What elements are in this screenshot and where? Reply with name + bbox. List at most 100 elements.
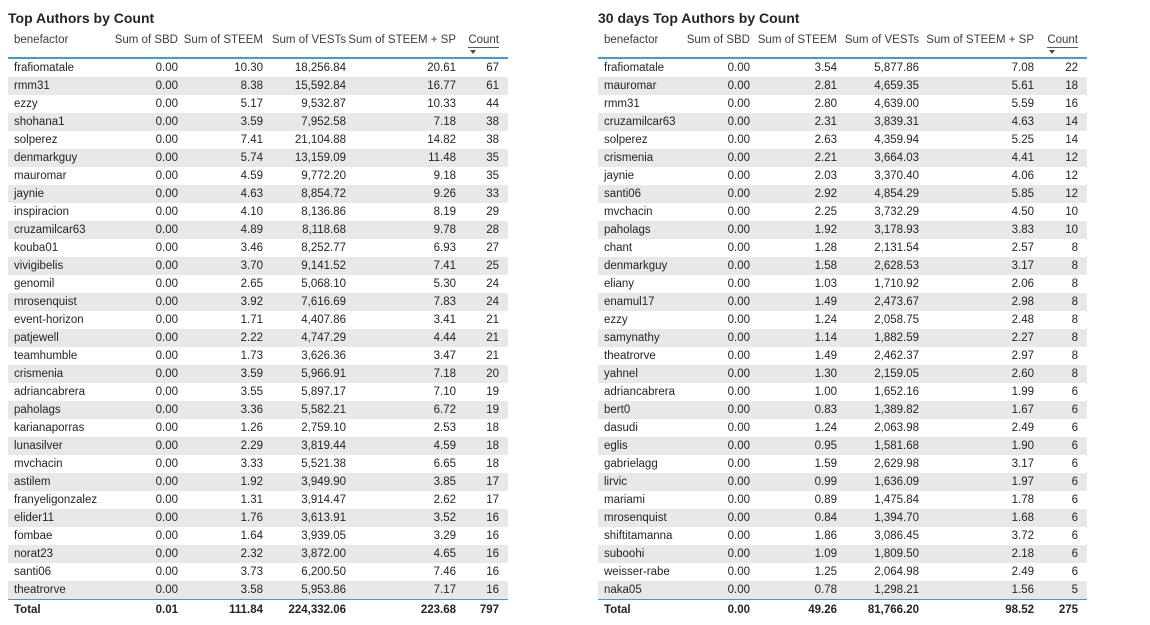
- table-row[interactable]: mariami 0.00 0.89 1,475.84 1.78 6: [598, 491, 1087, 509]
- table-row[interactable]: frafiomatale 0.00 3.54 5,877.86 7.08 22: [598, 58, 1087, 77]
- cell-count: 38: [458, 113, 508, 131]
- table-row[interactable]: santi06 0.00 2.92 4,854.29 5.85 12: [598, 185, 1087, 203]
- table-row[interactable]: paholags 0.00 3.36 5,582.21 6.72 19: [8, 401, 508, 419]
- column-header-benefactor[interactable]: benefactor: [8, 32, 112, 59]
- table-row[interactable]: mauromar 0.00 4.59 9,772.20 9.18 35: [8, 167, 508, 185]
- table-row[interactable]: mvchacin 0.00 3.33 5,521.38 6.65 18: [8, 455, 508, 473]
- cell-sum-of-steem: 3.36: [180, 401, 265, 419]
- table-row[interactable]: shohana1 0.00 3.59 7,952.58 7.18 38: [8, 113, 508, 131]
- cell-sum-of-steem-sp: 11.48: [348, 149, 458, 167]
- table-row[interactable]: frafiomatale 0.00 10.30 18,256.84 20.61 67: [8, 58, 508, 77]
- table-row[interactable]: rmm31 0.00 8.38 15,592.84 16.77 61: [8, 77, 508, 95]
- cell-benefactor: rmm31: [8, 77, 112, 95]
- table-row[interactable]: genomil 0.00 2.65 5,068.10 5.30 24: [8, 275, 508, 293]
- table-row[interactable]: samynathy 0.00 1.14 1,882.59 2.27 8: [598, 329, 1087, 347]
- table-row[interactable]: chant 0.00 1.28 2,131.54 2.57 8: [598, 239, 1087, 257]
- table-row[interactable]: enamul17 0.00 1.49 2,473.67 2.98 8: [598, 293, 1087, 311]
- table-row[interactable]: mrosenquist 0.00 3.92 7,616.69 7.83 24: [8, 293, 508, 311]
- table-row[interactable]: naka05 0.00 0.78 1,298.21 1.56 5: [598, 581, 1087, 600]
- column-header-sum-of-steem[interactable]: Sum of STEEM: [180, 32, 265, 59]
- table-row[interactable]: franyeligonzalez 0.00 1.31 3,914.47 2.62 17: [8, 491, 508, 509]
- cell-benefactor: weisser-rabe: [604, 566, 670, 578]
- table-row[interactable]: adriancabrera 0.00 1.00 1,652.16 1.99 6: [598, 383, 1087, 401]
- column-header-count[interactable]: Count: [458, 32, 508, 59]
- cell-benefactor: frafiomatale: [604, 62, 665, 74]
- cell-benefactor: karianaporras: [14, 422, 85, 434]
- table-row[interactable]: eliany 0.00 1.03 1,710.92 2.06 8: [598, 275, 1087, 293]
- table-row[interactable]: eglis 0.00 0.95 1,581.68 1.90 6: [598, 437, 1087, 455]
- cell-count: 8: [1036, 365, 1087, 383]
- table-row[interactable]: jaynie 0.00 4.63 8,854.72 9.26 33: [8, 185, 508, 203]
- table-row[interactable]: denmarkguy 0.00 1.58 2,628.53 3.17 8: [598, 257, 1087, 275]
- column-header-sum-of-steem-sp[interactable]: Sum of STEEM + SP: [348, 32, 458, 59]
- table-row[interactable]: paholags 0.00 1.92 3,178.93 3.83 10: [598, 221, 1087, 239]
- table-row[interactable]: theatrorve 0.00 1.49 2,462.37 2.97 8: [598, 347, 1087, 365]
- cell-sum-of-sbd: 0.00: [155, 458, 178, 470]
- table-row[interactable]: inspiracion 0.00 4.10 8,136.86 8.19 29: [8, 203, 508, 221]
- cell-sum-of-steem: 5.74: [180, 149, 265, 167]
- table-row[interactable]: theatrorve 0.00 3.58 5,953.86 7.17 16: [8, 581, 508, 600]
- table-row[interactable]: cruzamilcar63 0.00 2.31 3,839.31 4.63 14: [598, 113, 1087, 131]
- column-header-count[interactable]: Count: [1036, 32, 1087, 59]
- cell-sum-of-vests: 5,953.86: [265, 581, 348, 600]
- table-row[interactable]: vivigibelis 0.00 3.70 9,141.52 7.41 25: [8, 257, 508, 275]
- column-header-sum-of-vests[interactable]: Sum of VESTs: [839, 32, 921, 59]
- table-row[interactable]: solperez 0.00 7.41 21,104.88 14.82 38: [8, 131, 508, 149]
- table-row[interactable]: crismenia 0.00 2.21 3,664.03 4.41 12: [598, 149, 1087, 167]
- column-header-benefactor[interactable]: benefactor: [598, 32, 682, 59]
- table-row[interactable]: denmarkguy 0.00 5.74 13,159.09 11.48 35: [8, 149, 508, 167]
- table-row[interactable]: fombae 0.00 1.64 3,939.05 3.29 16: [8, 527, 508, 545]
- column-header-sum-of-steem[interactable]: Sum of STEEM: [752, 32, 839, 59]
- table-row[interactable]: mvchacin 0.00 2.25 3,732.29 4.50 10: [598, 203, 1087, 221]
- table-row[interactable]: karianaporras 0.00 1.26 2,759.10 2.53 18: [8, 419, 508, 437]
- table-row[interactable]: ezzy 0.00 1.24 2,058.75 2.48 8: [598, 311, 1087, 329]
- cell-sum-of-vests: 15,592.84: [265, 77, 348, 95]
- table-row[interactable]: crismenia 0.00 3.59 5,966.91 7.18 20: [8, 365, 508, 383]
- table-row[interactable]: gabrielagg 0.00 1.59 2,629.98 3.17 6: [598, 455, 1087, 473]
- table-row[interactable]: mauromar 0.00 2.81 4,659.35 5.61 18: [598, 77, 1087, 95]
- table-row[interactable]: santi06 0.00 3.73 6,200.50 7.46 16: [8, 563, 508, 581]
- table-row[interactable]: yahnel 0.00 1.30 2,159.05 2.60 8: [598, 365, 1087, 383]
- cell-sum-of-steem: 2.81: [752, 77, 839, 95]
- cell-sum-of-steem-sp: 9.26: [348, 185, 458, 203]
- cell-sum-of-steem-sp: 3.41: [433, 314, 456, 326]
- table-row[interactable]: kouba01 0.00 3.46 8,252.77 6.93 27: [8, 239, 508, 257]
- cell-sum-of-vests: 4,747.29: [265, 329, 348, 347]
- table-row[interactable]: event-horizon 0.00 1.71 4,407.86 3.41 21: [8, 311, 508, 329]
- table-visual-30-days-top-authors: 30 days Top Authors by Count benefactor S…: [598, 8, 1087, 620]
- cell-sum-of-vests: 3,370.40: [874, 170, 919, 182]
- cell-sum-of-sbd: 0.00: [682, 221, 752, 239]
- table-row[interactable]: astilem 0.00 1.92 3,949.90 3.85 17: [8, 473, 508, 491]
- cell-sum-of-vests: 5,521.38: [301, 458, 346, 470]
- table-row[interactable]: norat23 0.00 2.32 3,872.00 4.65 16: [8, 545, 508, 563]
- table-row[interactable]: adriancabrera 0.00 3.55 5,897.17 7.10 19: [8, 383, 508, 401]
- column-header-sum-of-sbd[interactable]: Sum of SBD: [682, 32, 752, 59]
- table-row[interactable]: weisser-rabe 0.00 1.25 2,064.98 2.49 6: [598, 563, 1087, 581]
- total-count: 275: [1036, 599, 1087, 620]
- cell-sum-of-vests: 2,058.75: [874, 314, 919, 326]
- total-row: Total 0.01 111.84 224,332.06 223.68 797: [8, 599, 508, 620]
- column-header-label: Sum of VESTs: [271, 34, 346, 46]
- table-row[interactable]: suboohi 0.00 1.09 1,809.50 2.18 6: [598, 545, 1087, 563]
- table-row[interactable]: bert0 0.00 0.83 1,389.82 1.67 6: [598, 401, 1087, 419]
- column-header-sum-of-sbd[interactable]: Sum of SBD: [112, 32, 180, 59]
- column-header-sum-of-vests[interactable]: Sum of VESTs: [265, 32, 348, 59]
- table-row[interactable]: patjewell 0.00 2.22 4,747.29 4.44 21: [8, 329, 508, 347]
- table-row[interactable]: rmm31 0.00 2.80 4,639.00 5.59 16: [598, 95, 1087, 113]
- table-row[interactable]: teamhumble 0.00 1.73 3,626.36 3.47 21: [8, 347, 508, 365]
- column-header-sum-of-steem-sp[interactable]: Sum of STEEM + SP: [921, 32, 1036, 59]
- table-row[interactable]: shiftitamanna 0.00 1.86 3,086.45 3.72 6: [598, 527, 1087, 545]
- table-row[interactable]: jaynie 0.00 2.03 3,370.40 4.06 12: [598, 167, 1087, 185]
- table-row[interactable]: mrosenquist 0.00 0.84 1,394.70 1.68 6: [598, 509, 1087, 527]
- cell-sum-of-sbd: 0.00: [727, 386, 750, 398]
- cell-sum-of-steem-sp: 2.53: [433, 422, 456, 434]
- table-row[interactable]: dasudi 0.00 1.24 2,063.98 2.49 6: [598, 419, 1087, 437]
- table-row[interactable]: lirvic 0.00 0.99 1,636.09 1.97 6: [598, 473, 1087, 491]
- cell-sum-of-sbd: 0.00: [155, 242, 178, 254]
- table-row[interactable]: ezzy 0.00 5.17 9,532.87 10.33 44: [8, 95, 508, 113]
- table-row[interactable]: solperez 0.00 2.63 4,359.94 5.25 14: [598, 131, 1087, 149]
- table-row[interactable]: lunasilver 0.00 2.29 3,819.44 4.59 18: [8, 437, 508, 455]
- cell-sum-of-vests: 3,086.45: [874, 530, 919, 542]
- table-row[interactable]: cruzamilcar63 0.00 4.89 8,118.68 9.78 28: [8, 221, 508, 239]
- table-row[interactable]: elider11 0.00 1.76 3,613.91 3.52 16: [8, 509, 508, 527]
